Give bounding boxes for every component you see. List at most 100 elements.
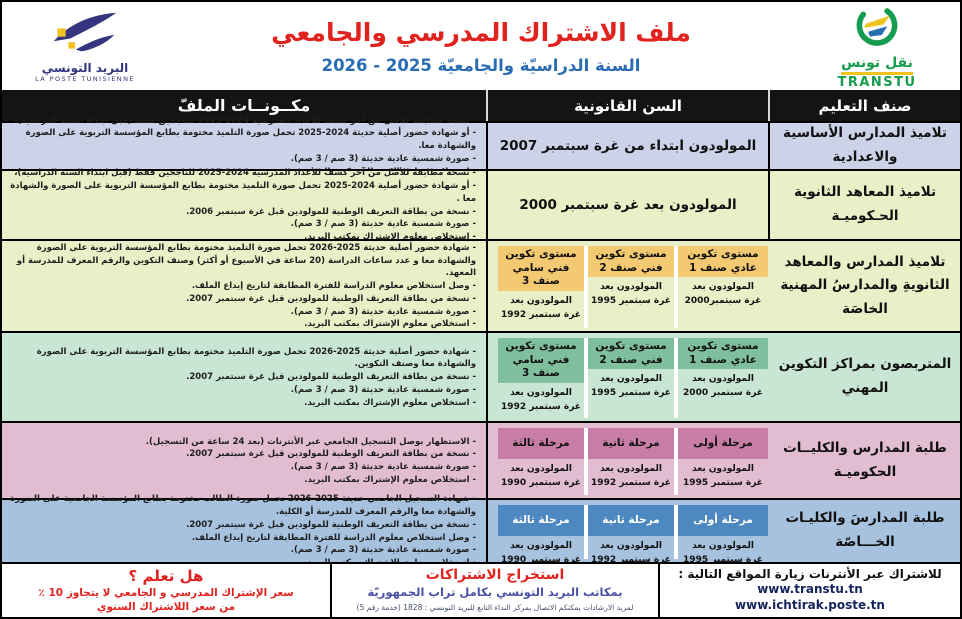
born-after-date: غرة سبتمبر 1995 <box>683 478 763 488</box>
table-row-vocational-trainees: المتربصون بمراكز التكوين المهني مستوى تك… <box>2 331 960 421</box>
born-after-label: المولودون بعد <box>692 282 754 293</box>
legal-age-cell: مرحلة أولى المولودون بعد غرة سبتمبر 1995… <box>488 423 770 498</box>
category-cell: طلبة المدارس والكليــات الحكوميـة <box>783 439 947 480</box>
did-you-know-heading: هل تعلم ؟ <box>128 567 204 585</box>
file-components-cell: الاستظهار بوصل التسجيل الجامعي عبر الأنت… <box>2 423 488 498</box>
online-subscription-box: للاشتراك عبر الأنترنات زيارة المواقع الت… <box>660 564 960 617</box>
category-cell: طلبة المدارسَ والكليـات الخـــاصّة <box>785 510 945 550</box>
file-components-cell: نسخة مطابقة للأصل من آخر كشف للأعداد الم… <box>2 116 488 177</box>
transtu-website-link[interactable]: www.transtu.tn <box>757 582 863 596</box>
table-row-primary-schools: تلاميذ المدارس الأساسية والاعدادية المول… <box>2 116 960 177</box>
level-label: مستوى تكوين عادي صنف 1 <box>678 246 768 278</box>
stage-label: مرحلة أولى <box>678 505 768 536</box>
requirement-item: استخلاص معلوم الإشتراك بمكتب البريد. <box>6 397 476 410</box>
category-cell: تلاميذ المدارس والمعاهد الثانويةِ والمدا… <box>780 253 950 317</box>
born-after-date: غرة سبتمبر 1990 <box>501 555 581 565</box>
stage-label: مرحلة ثانية <box>588 505 674 536</box>
requirement-item: الاستظهار بوصل التسجيل الجامعي عبر الأنت… <box>6 436 476 449</box>
legal-age-cell: مستوى تكوين عادي صنف 1 المولودون بعد غرة… <box>488 241 770 331</box>
transtu-logo: نقل تونس TRANSTU <box>812 3 942 90</box>
category-cell: المتربصون بمراكز التكوين المهني <box>778 356 952 396</box>
did-you-know-box: هل تعلم ؟ سعر الإشتراك المدرسي و الجامعي… <box>2 564 330 617</box>
study-stage-subcell: مرحلة ثانية المولودون بعد غرة سبتمبر 199… <box>588 428 678 495</box>
extraction-box: استخراج الاشتراكات بمكاتب البريد التونسي… <box>330 564 660 617</box>
extraction-subheading: بمكاتب البريد التونسي بكامل تراب الجمهور… <box>367 585 623 599</box>
requirement-item: نسخة من بطاقة التعريف الوطنية للمولودين … <box>6 293 476 306</box>
requirement-item: صورة شمسية عادية حديثة (3 صم / 3 صم). <box>6 544 476 557</box>
requirement-item: أو شهادة حضور أصلية 2024-2025 تحمل صورة … <box>6 180 476 206</box>
transtu-swirl-icon <box>851 3 903 55</box>
study-stage-subcell: مرحلة ثالثة المولودون بعد غرة سبتمبر 199… <box>498 505 588 565</box>
born-after-date: غرة سبتمبر 1992 <box>501 401 581 412</box>
requirement-item: نسخة من بطاقة التعريف الوطنية للمولودين … <box>6 371 476 384</box>
born-after-label: المولودون بعد <box>692 464 754 474</box>
ichtirak-poste-website-link[interactable]: www.ichtirak.poste.tn <box>735 598 885 613</box>
file-components-cell: شهادة حضور أصلية حديثة 2025-2026 تحمل صو… <box>2 333 488 421</box>
requirement-item: وصل استخلاص معلوم الدراسة للفترة المطابق… <box>6 532 476 545</box>
level-label: مستوى تكوين عادي صنف 1 <box>678 338 768 370</box>
legal-age-cell: المولودون ابتداء من غرة سبتمبر 2007 <box>488 123 770 169</box>
training-level-subcell: مستوى تكوين عادي صنف 1 المولودون بعد غرة… <box>678 246 768 328</box>
requirement-item: استخلاص معلوم الإشتراك بمكتب البريد. <box>6 231 476 244</box>
requirement-item: صورة شمسية عادية حديثة (3 صم / 3 صم). <box>6 306 476 319</box>
table-row-public-university: طلبة المدارس والكليــات الحكوميـة مرحلة … <box>2 421 960 498</box>
born-after-label: المولودون بعد <box>600 374 662 385</box>
stage-label: مرحلة ثانية <box>588 428 674 459</box>
requirement-item: صورة شمسية عادية حديثة (3 صم / 3 صم). <box>6 461 476 474</box>
requirement-item: نسخة من بطاقة التعريف الوطنية للمولودين … <box>6 206 476 219</box>
legal-age-cell: مرحلة أولى المولودون بعد غرة سبتمبر 1995… <box>488 500 770 565</box>
study-stage-subcell: مرحلة أولى المولودون بعد غرة سبتمبر 1995 <box>678 505 768 565</box>
table-row-public-secondary: تلاميذ المعاهد الثانوية الحـكوميـة المول… <box>2 168 960 242</box>
legal-age-cell: المولودون بعد غرة سبتمبر 2000 <box>488 171 770 239</box>
level-label: مستوى تكوين فني سامي صنف 3 <box>498 246 584 291</box>
level-label: مستوى تكوين فني صنف 2 <box>588 246 674 278</box>
born-after-date: غرة سبتمبر 1995 <box>683 555 763 565</box>
training-level-subcell: مستوى تكوين فني سامي صنف 3 المولودون بعد… <box>498 246 588 328</box>
extraction-heading: استخراج الاشتراكات <box>425 567 565 583</box>
requirement-item: نسخة من بطاقة التعريف الوطنية للمولودين … <box>6 448 476 461</box>
poste-logo: البريد التونسي LA POSTE TUNISIENNE <box>20 10 150 83</box>
requirement-item: صورة شمسية عادية حديثة (3 صم / 3 صم). <box>6 384 476 397</box>
born-after-label: المولودون بعد <box>600 464 662 474</box>
column-header-category: صنف التعليم <box>818 96 912 115</box>
requirement-item: نسخة مطابقة للأصل من آخر كشف للأعداد الم… <box>6 167 476 180</box>
requirement-item: استخلاص معلوم الإشتراك بمكتب البريد. <box>6 318 476 331</box>
born-after-label: المولودون بعد <box>692 541 754 551</box>
study-stage-subcell: مرحلة أولى المولودون بعد غرة سبتمبر 1995 <box>678 428 768 495</box>
requirement-item: نسخة من بطاقة التعريف الوطنية للمولودين … <box>6 519 476 532</box>
requirement-item: شهادة حضور أصلية حديثة 2025-2026 تحمل صو… <box>6 346 476 372</box>
category-cell: تلاميذ المدارس الأساسية والاعدادية <box>783 125 947 165</box>
page-title: ملف الاشتراك المدرسي والجامعي <box>271 17 691 47</box>
banner: نقل تونس TRANSTU ملف الاشتراك المدرسي وا… <box>2 2 960 90</box>
poste-name-latin: LA POSTE TUNISIENNE <box>35 74 135 83</box>
websites-heading: للاشتراك عبر الأنترنات زيارة المواقع الت… <box>678 567 942 581</box>
training-level-subcell: مستوى تكوين فني صنف 2 المولودون بعد غرة … <box>588 246 678 328</box>
training-level-subcell: مستوى تكوين عادي صنف 1 المولودون بعد غرة… <box>678 338 768 418</box>
requirement-item: أو شهادة حضور أصلية حديثة 2024-2025 تحمل… <box>6 127 476 153</box>
born-after-date: غرة سبتمبر 1992 <box>501 309 581 320</box>
born-after-date: غرة سبتمبر 1992 <box>591 555 671 565</box>
training-level-subcell: مستوى تكوين فني صنف 2 المولودون بعد غرة … <box>588 338 678 418</box>
born-after-label: المولودون بعد <box>600 541 662 551</box>
requirement-item: صورة شمسية عادية حديثة (3 صم / 3 صم). <box>6 153 476 166</box>
born-after-label: المولودون بعد <box>510 541 572 551</box>
column-header-components: مكــونــات الملفّ <box>2 90 488 121</box>
requirement-item: نسخة مطابقة للأصل من آخر كشف للأعداد الم… <box>6 115 476 128</box>
legal-age-cell: مستوى تكوين عادي صنف 1 المولودون بعد غرة… <box>488 333 770 421</box>
stage-label: مرحلة ثالثة <box>498 505 584 536</box>
training-level-subcell: مستوى تكوين فني سامي صنف 3 المولودون بعد… <box>498 338 588 418</box>
requirement-item: صورة شمسية عادية حديثة (3 صم / 3 صم). <box>6 218 476 231</box>
file-components-cell: نسخة مطابقة للأصل من آخر كشف للأعداد الم… <box>2 168 488 242</box>
transtu-name-latin: TRANSTU <box>837 74 917 90</box>
study-stage-subcell: مرحلة ثانية المولودون بعد غرة سبتمبر 199… <box>588 505 678 565</box>
did-you-know-line: من سعر اللاشتراك السنوي <box>96 601 236 613</box>
page-subtitle: السنة الدراسيّة والجامعيّة 2025 - 2026 <box>321 55 641 75</box>
poste-name-arabic: البريد التونسي <box>41 60 129 75</box>
level-label: مستوى تكوين فني سامي صنف 3 <box>498 338 584 383</box>
call-center-note: لمزيد الارشادات يمكنكم الاتصال بمركز الن… <box>356 603 634 612</box>
poste-swoosh-icon <box>43 10 127 60</box>
born-after-label: المولودون بعد <box>510 464 572 474</box>
born-after-label: المولودون بعد <box>600 282 662 293</box>
did-you-know-line: سعر الإشتراك المدرسي و الجامعي لا يتجاوز… <box>38 587 294 599</box>
